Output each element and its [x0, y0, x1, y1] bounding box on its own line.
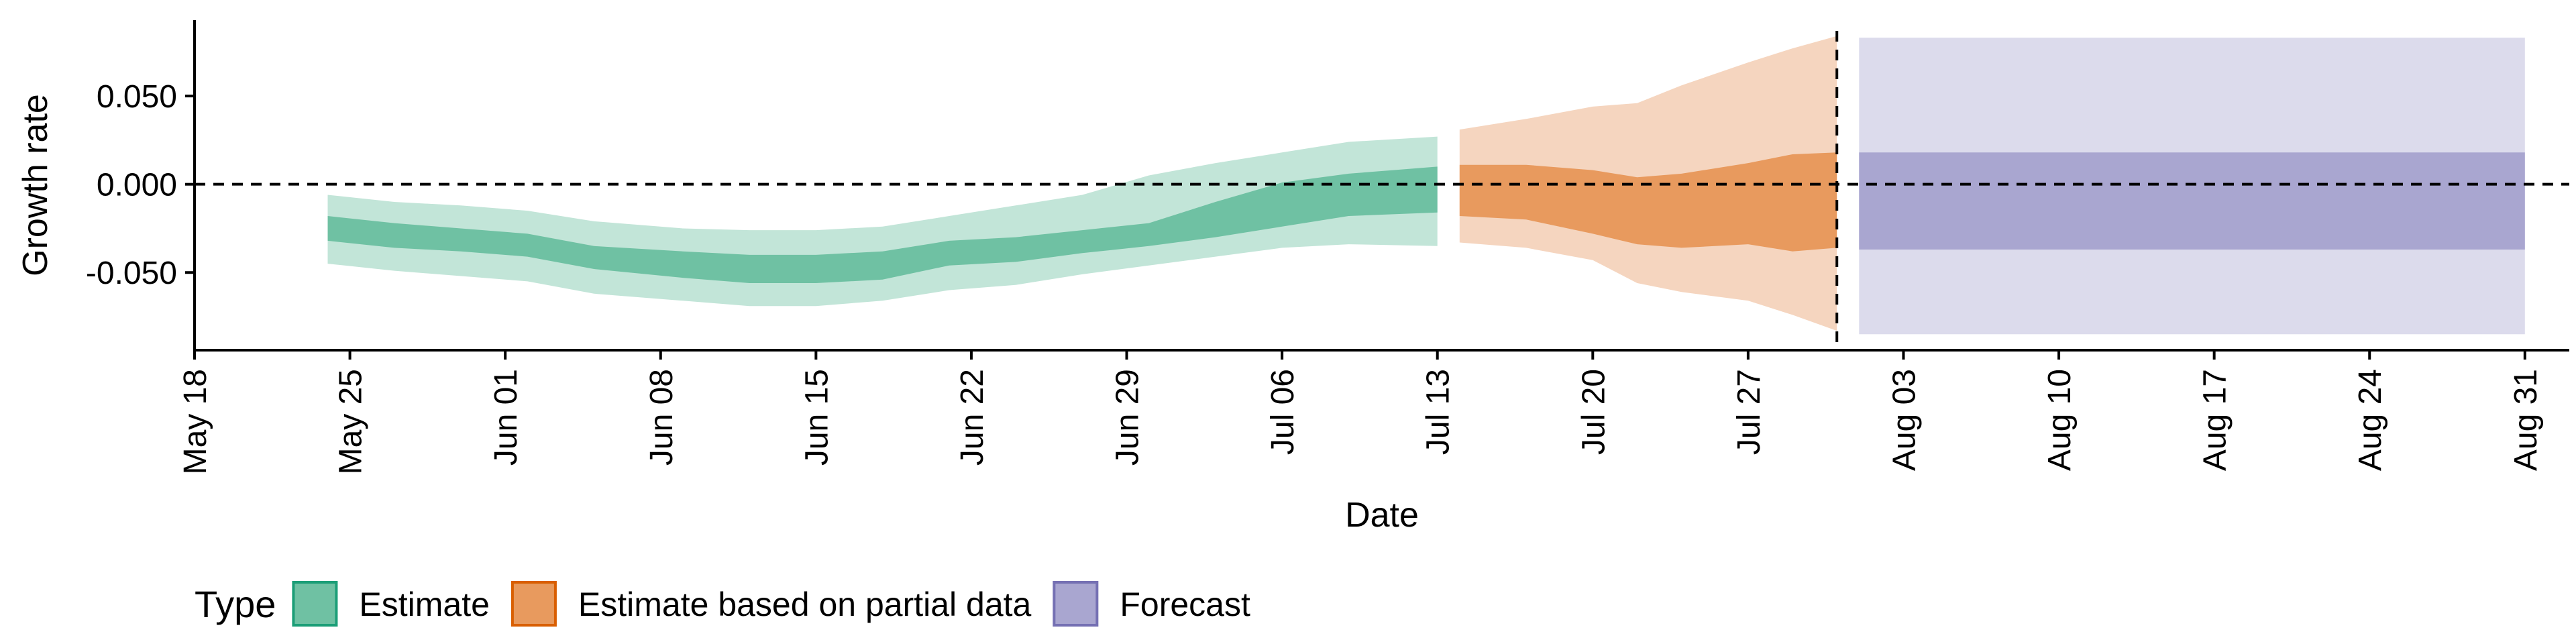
x-tick-label: Aug 24 [2353, 369, 2388, 471]
x-tick-label: Jul 06 [1265, 369, 1301, 455]
x-tick-label: Aug 03 [1886, 369, 1922, 471]
x-tick-label: Aug 31 [2508, 369, 2544, 471]
x-tick-label: Jun 08 [644, 369, 680, 466]
x-tick-label: Aug 10 [2042, 369, 2078, 471]
legend-item-estimate-based-on-partial-data: Estimate based on partial data [511, 581, 1032, 627]
y-tick-label: 0.050 [97, 79, 177, 115]
y-axis-label: Growth rate [16, 94, 55, 276]
x-tick-label: May 18 [178, 369, 213, 474]
legend-swatch [292, 581, 338, 627]
band-50-estimate-based-on-partial-data [1459, 152, 1837, 252]
legend-item-forecast: Forecast [1053, 581, 1250, 627]
x-tick-label: Jun 22 [955, 369, 990, 466]
legend: Type Estimate Estimate based on partial da… [195, 581, 1250, 627]
legend-swatch [511, 581, 557, 627]
x-tick-label: Jun 29 [1110, 369, 1146, 466]
x-tick-label: Jul 20 [1576, 369, 1611, 455]
x-tick-label: Jun 15 [799, 369, 835, 466]
legend-label: Estimate based on partial data [578, 586, 1032, 623]
band-50-estimate [327, 166, 1438, 283]
x-tick-label: Jun 01 [488, 369, 524, 466]
x-tick-label: Jul 27 [1731, 369, 1767, 455]
y-axis-ticks: -0.050 0.000 0.050 [86, 79, 195, 291]
band-50-forecast [1859, 152, 2525, 250]
legend-swatch [1053, 581, 1099, 627]
ribbons-layer [327, 36, 2525, 335]
legend-title: Type [195, 583, 276, 625]
x-axis-ticks: May 18 May 25 Jun 01 Jun 08 Jun 15 Jun 22 Jun … [178, 350, 2544, 474]
legend-item-estimate: Estimate [292, 581, 490, 627]
x-axis-label: Date [1345, 496, 1419, 535]
x-tick-label: Jul 13 [1421, 369, 1456, 455]
legend-label: Estimate [359, 586, 490, 623]
legend-label: Forecast [1120, 586, 1250, 623]
x-tick-label: May 25 [333, 369, 369, 474]
y-tick-label: -0.050 [86, 256, 177, 291]
x-tick-label: Aug 17 [2198, 369, 2233, 471]
y-tick-label: 0.000 [97, 168, 177, 203]
